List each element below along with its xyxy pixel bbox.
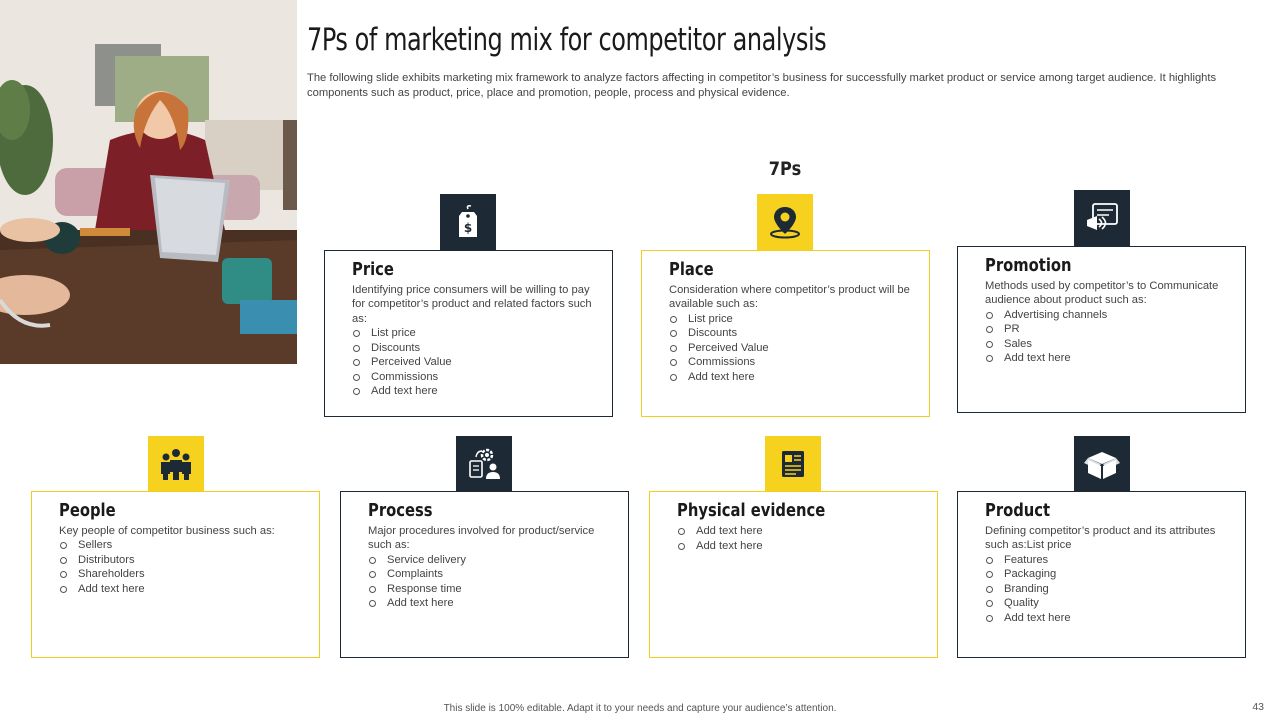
slide-subtitle: The following slide exhibits marketing m… [307, 72, 1217, 99]
list-item: Add text here [985, 351, 1235, 366]
price-tag-icon: $ [440, 194, 496, 250]
list-item: Add text here [352, 384, 602, 399]
list-item: Add text here [368, 596, 618, 611]
card-description: Methods used by competitor’s to Communic… [985, 280, 1219, 307]
card-description: Defining competitor’s product and its at… [985, 525, 1216, 552]
list-item: Quality [985, 596, 1235, 611]
card-list: Service delivery Complaints Response tim… [368, 553, 618, 611]
list-item: Discounts [669, 326, 919, 341]
office-meeting-photo [0, 0, 297, 364]
card-price: Price Identifying price consumers will b… [324, 250, 613, 417]
card-place: Place Consideration where competitor’s p… [641, 250, 930, 417]
list-item: Packaging [985, 567, 1235, 582]
card-title: Physical evidence [677, 500, 826, 521]
list-item: Complaints [368, 567, 618, 582]
list-item: Add text here [59, 582, 309, 597]
card-title: Promotion [985, 255, 1072, 276]
list-item: Add text here [677, 539, 927, 554]
list-item: Features [985, 553, 1235, 568]
card-process: Process Major procedures involved for pr… [340, 491, 629, 658]
footer-note: This slide is 100% editable. Adapt it to… [443, 703, 837, 714]
card-promotion: Promotion Methods used by competitor’s t… [957, 246, 1246, 413]
list-item: Add text here [669, 370, 919, 385]
location-pin-icon [757, 194, 813, 250]
card-list: Sellers Distributors Shareholders Add te… [59, 538, 309, 596]
svg-text:$: $ [464, 221, 472, 235]
list-item: Perceived Value [669, 341, 919, 356]
group-people-icon [148, 436, 204, 492]
list-item: Add text here [985, 611, 1235, 626]
list-item: Branding [985, 582, 1235, 597]
open-box-icon [1074, 436, 1130, 492]
list-item: Commissions [669, 355, 919, 370]
list-item: List price [669, 312, 919, 327]
card-physical-evidence: Physical evidence Add text here Add text… [649, 491, 938, 658]
card-description: Identifying price consumers will be will… [352, 284, 592, 325]
card-title: Process [368, 500, 433, 521]
card-description: Major procedures involved for product/se… [368, 525, 595, 552]
list-item: Commissions [352, 370, 602, 385]
list-item: Discounts [352, 341, 602, 356]
list-item: Service delivery [368, 553, 618, 568]
card-people: People Key people of competitor business… [31, 491, 320, 658]
list-item: List price [352, 326, 602, 341]
list-item: Advertising channels [985, 308, 1235, 323]
list-item: Shareholders [59, 567, 309, 582]
card-title: Product [985, 500, 1051, 521]
list-item: Distributors [59, 553, 309, 568]
page-number: 43 [1252, 701, 1264, 713]
process-gear-icon [456, 436, 512, 492]
card-list: Advertising channels PR Sales Add text h… [985, 308, 1235, 366]
list-item: PR [985, 322, 1235, 337]
card-title: Place [669, 259, 714, 280]
card-title: People [59, 500, 116, 521]
list-item: Perceived Value [352, 355, 602, 370]
card-list: List price Discounts Perceived Value Com… [669, 312, 919, 385]
list-item: Sales [985, 337, 1235, 352]
list-item: Sellers [59, 538, 309, 553]
list-item: Add text here [677, 524, 927, 539]
megaphone-icon [1074, 190, 1130, 246]
card-description: Key people of competitor business such a… [59, 525, 275, 537]
card-list: Add text here Add text here [677, 524, 927, 553]
card-list: List price Discounts Perceived Value Com… [352, 326, 602, 399]
card-product: Product Defining competitor’s product an… [957, 491, 1246, 658]
card-description: Consideration where competitor’s product… [669, 284, 910, 311]
list-item: Response time [368, 582, 618, 597]
card-list: Features Packaging Branding Quality Add … [985, 553, 1235, 626]
document-id-icon [765, 436, 821, 492]
card-title: Price [352, 259, 394, 280]
slide-title: 7Ps of marketing mix for competitor anal… [307, 22, 827, 58]
section-heading-7ps: 7Ps [768, 158, 802, 180]
